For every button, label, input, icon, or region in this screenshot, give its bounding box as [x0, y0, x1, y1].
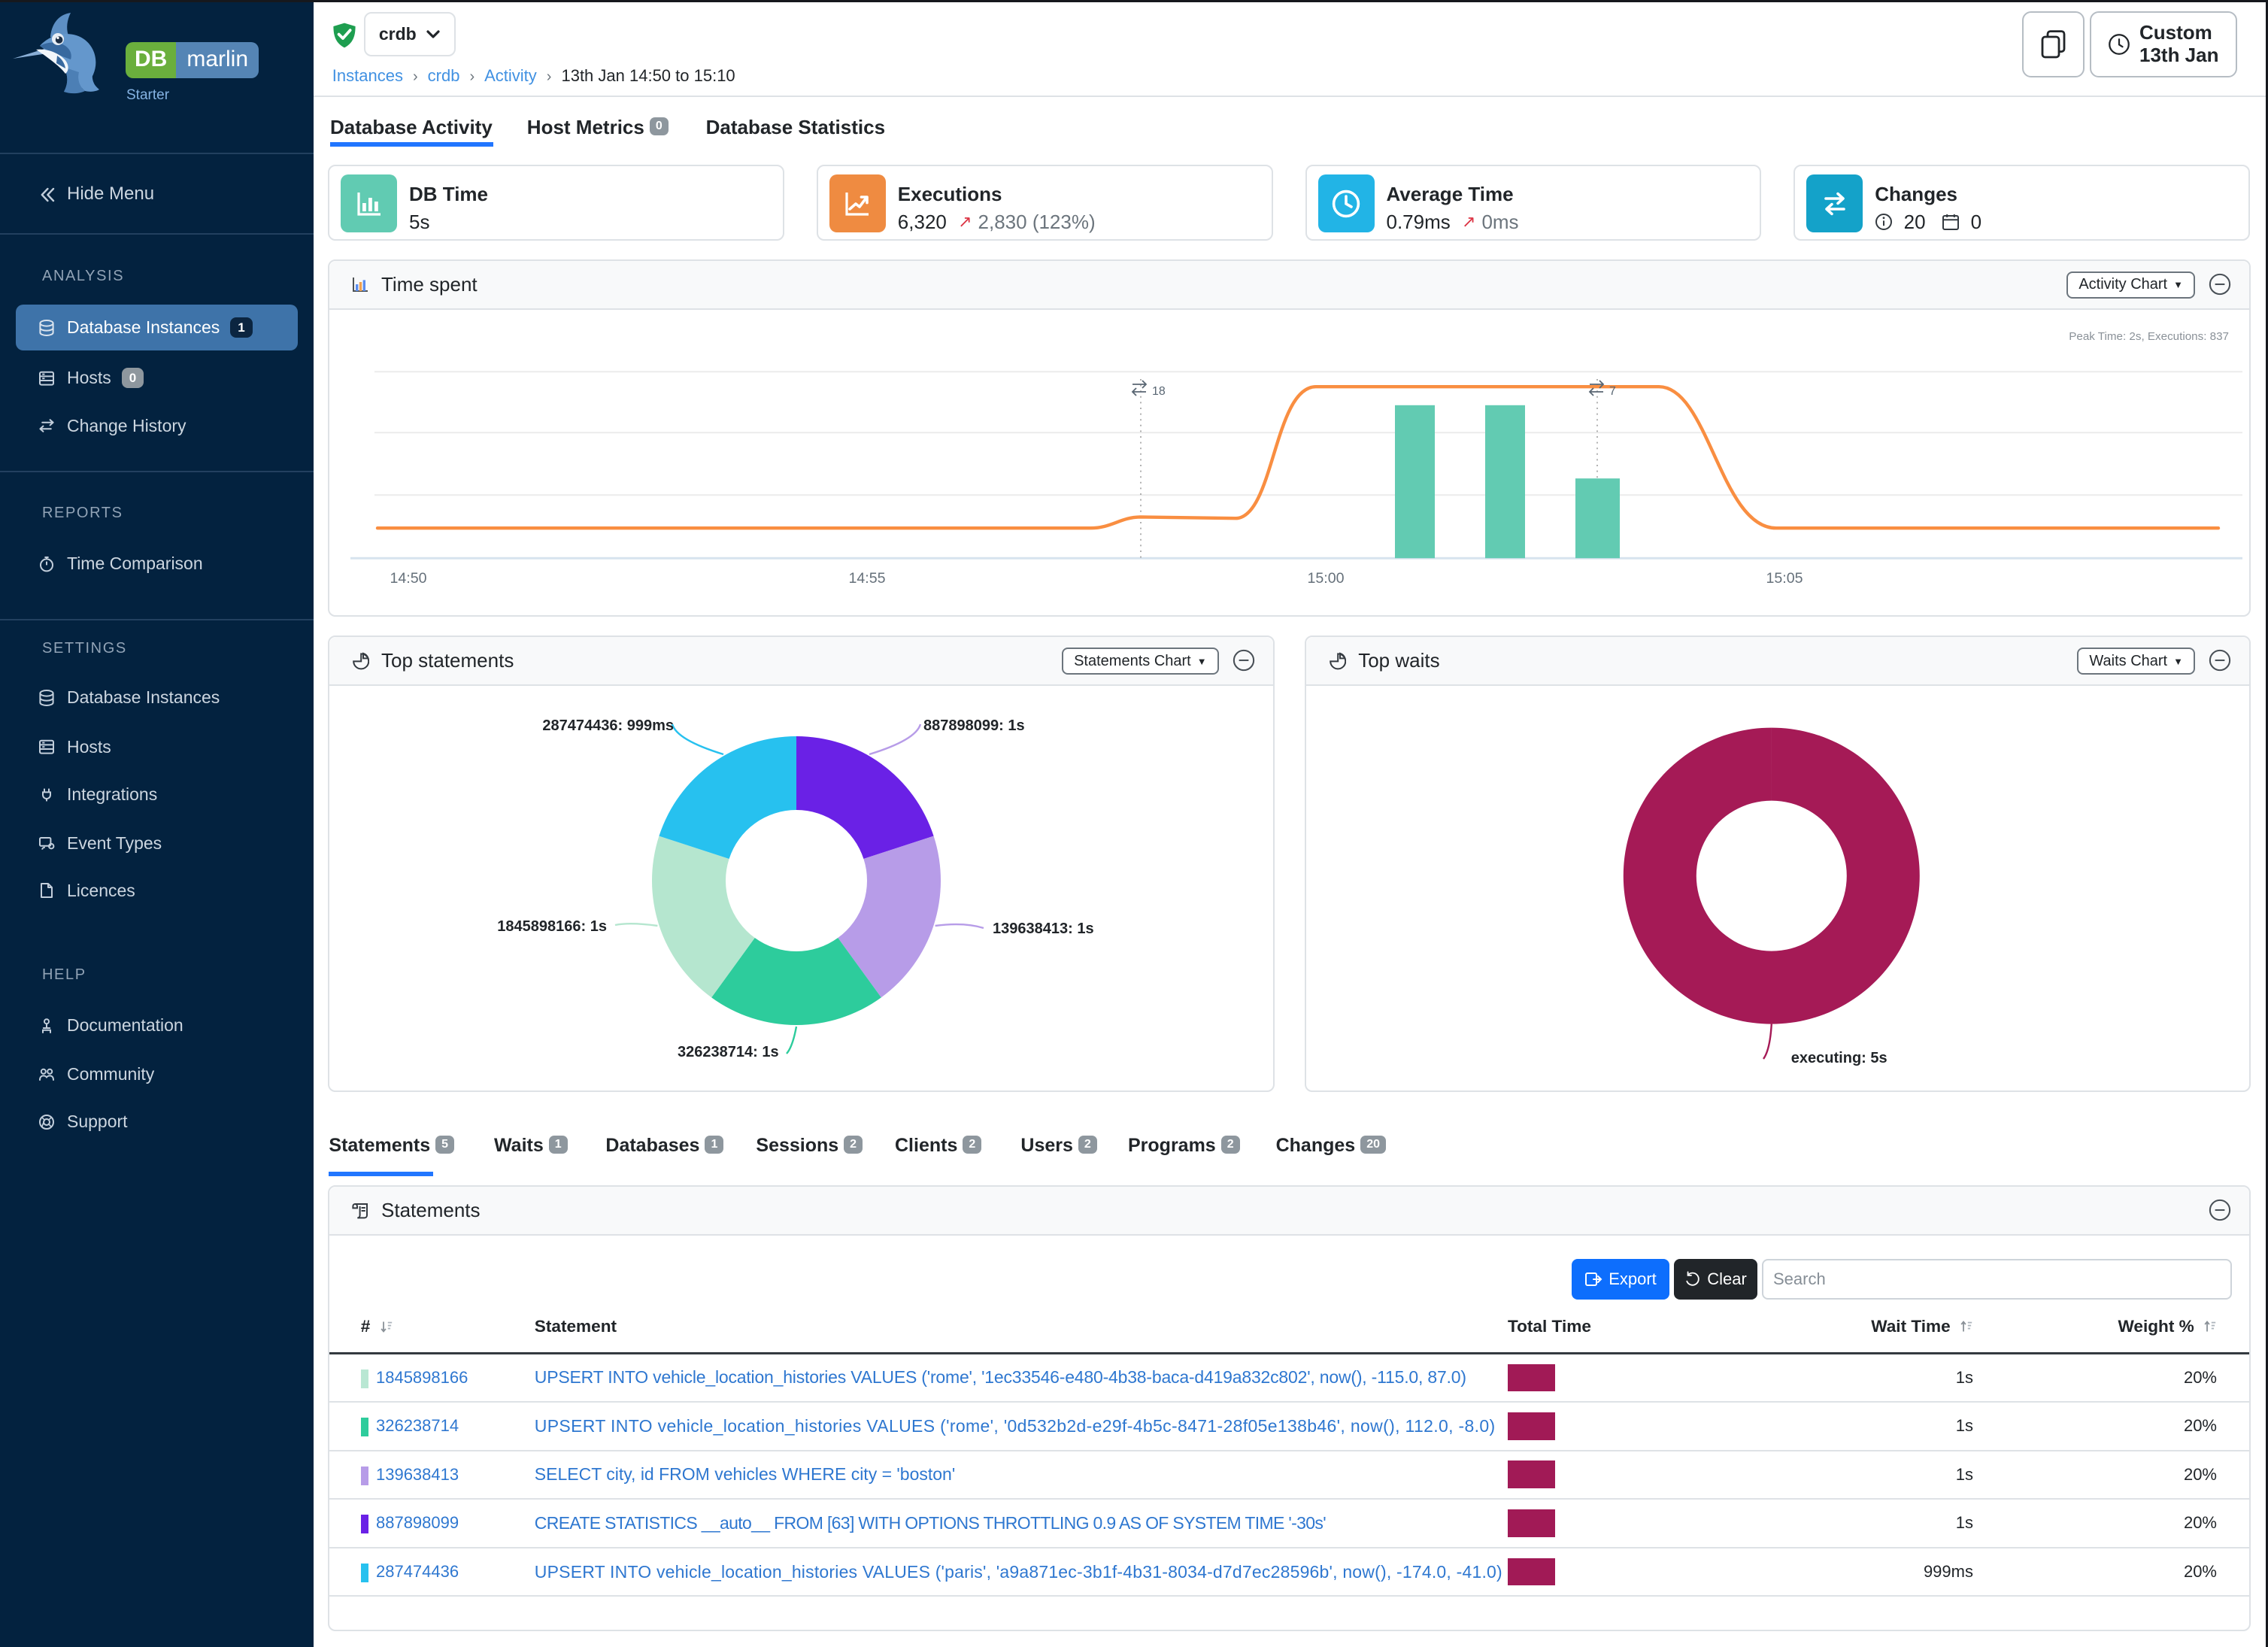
svg-text:139638413: 1s: 139638413: 1s: [993, 921, 1094, 937]
svg-text:887898099: 1s: 887898099: 1s: [923, 717, 1025, 734]
svg-text:Peak Time: 2s, Executions: 837: Peak Time: 2s, Executions: 837: [2069, 330, 2229, 343]
svg-text:14:50: 14:50: [390, 570, 426, 587]
svg-text:326238714: 1s: 326238714: 1s: [678, 1044, 779, 1060]
svg-text:287474436: 999ms: 287474436: 999ms: [542, 717, 674, 734]
svg-text:1845898166: 1s: 1845898166: 1s: [497, 918, 607, 935]
svg-text:executing: 5s: executing: 5s: [1791, 1050, 1887, 1066]
svg-text:15:05: 15:05: [1766, 570, 1803, 587]
svg-text:18: 18: [1152, 385, 1166, 398]
svg-text:7: 7: [1609, 385, 1616, 398]
svg-text:14:55: 14:55: [848, 570, 885, 587]
svg-text:15:00: 15:00: [1307, 570, 1344, 587]
